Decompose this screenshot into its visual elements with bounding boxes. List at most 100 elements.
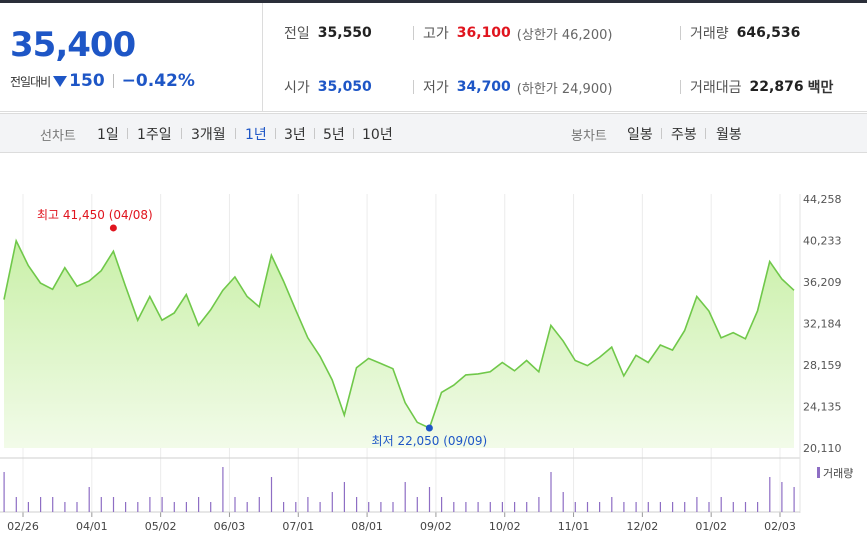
volume-bar <box>453 502 455 512</box>
volume-bar <box>757 502 759 512</box>
tab-divider <box>181 128 182 139</box>
x-axis-tick-label: 10/02 <box>489 520 521 533</box>
change-row: 전일대비 150 −0.42% <box>10 71 195 91</box>
volume-bar <box>40 497 42 512</box>
divider <box>413 80 414 94</box>
volume-bar <box>331 492 333 512</box>
open-value: 35,050 <box>317 79 372 95</box>
y-axis-tick-label: 44,258 <box>803 193 842 206</box>
volume-bar <box>210 502 212 512</box>
volume-bar <box>52 497 54 512</box>
down-triangle-icon <box>53 75 68 87</box>
prev-close-cell: 전일 35,550 <box>284 23 372 43</box>
volume-bar <box>586 502 589 512</box>
volume-bar <box>149 497 151 512</box>
volume-bar <box>416 497 418 512</box>
volume-bar <box>234 497 236 512</box>
volume-value: 646,536 <box>736 25 801 41</box>
tab-candle-weekly[interactable]: 주봉 <box>671 127 697 143</box>
tab-divider <box>353 128 354 139</box>
volume-bar <box>428 487 431 512</box>
open-cell: 시가 35,050 <box>284 77 372 97</box>
tab-divider <box>314 128 315 139</box>
volume-bar <box>88 487 90 512</box>
change-percent: −0.42% <box>121 71 195 91</box>
open-label: 시가 <box>284 80 310 96</box>
amount-value: 22,876 <box>749 79 804 95</box>
x-axis-tick-label: 12/02 <box>627 520 659 533</box>
tab-divider <box>235 128 236 139</box>
y-axis-tick-label: 24,135 <box>803 401 842 414</box>
tab-line-1y[interactable]: 1년 <box>245 127 267 143</box>
volume-bar <box>368 502 370 512</box>
price-area <box>4 240 794 448</box>
x-axis-tick-label: 11/01 <box>558 520 590 533</box>
volume-bar <box>307 497 309 512</box>
tab-divider <box>127 128 128 139</box>
high-label: 고가 <box>423 26 449 42</box>
volume-bar <box>574 502 576 512</box>
volume-bar <box>222 467 224 512</box>
tab-candle-daily[interactable]: 일봉 <box>627 127 653 143</box>
x-axis-tick-label: 07/01 <box>282 520 314 533</box>
lower-limit: (하한가 24,900) <box>516 81 613 97</box>
y-axis-tick-label: 20,110 <box>803 442 842 455</box>
tab-line-5y[interactable]: 5년 <box>323 127 345 143</box>
x-axis-tick-label: 05/02 <box>145 520 177 533</box>
change-divider <box>112 74 114 88</box>
volume-bar <box>672 502 674 512</box>
volume-legend-label: 거래량 <box>823 467 853 480</box>
volume-bar <box>708 502 710 512</box>
y-axis-tick-label: 32,184 <box>803 318 842 331</box>
min-annotation: 최저 22,050 (09/09) <box>372 434 488 448</box>
tab-line-3m[interactable]: 3개월 <box>191 127 226 143</box>
volume-bar <box>185 502 187 512</box>
divider <box>680 80 681 94</box>
price-line <box>3 238 795 430</box>
volume-bar <box>198 497 200 512</box>
volume-bar <box>125 502 127 512</box>
volume-bar <box>599 502 601 512</box>
volume-bar <box>100 497 102 512</box>
volume-bar <box>283 502 285 512</box>
volume-bar <box>3 472 5 512</box>
divider <box>680 26 681 40</box>
prev-close-value: 35,550 <box>317 25 372 41</box>
tab-candle-monthly[interactable]: 월봉 <box>716 127 742 143</box>
volume-bar <box>380 502 382 512</box>
x-axis-tick-label: 06/03 <box>214 520 246 533</box>
tab-line-1d[interactable]: 1일 <box>97 127 119 143</box>
x-axis-tick-label: 09/02 <box>420 520 452 533</box>
volume-bar <box>137 502 139 512</box>
volume-label: 거래량 <box>690 26 729 42</box>
volume-bar <box>356 497 358 512</box>
volume-bar <box>514 502 516 512</box>
chart-period-tabbar: 선차트 1일 1주일 3개월 1년 3년 5년 10년 봉차트 일봉 주봉 월봉 <box>0 113 867 153</box>
volume-bar <box>441 497 443 512</box>
volume-bar <box>392 502 394 512</box>
volume-bar <box>343 482 345 512</box>
amount-label: 거래대금 <box>690 80 742 96</box>
volume-bar <box>15 497 17 512</box>
tab-line-3y[interactable]: 3년 <box>284 127 306 143</box>
tab-line-10y[interactable]: 10년 <box>362 127 393 143</box>
volume-bar <box>465 502 467 512</box>
volume-bar <box>295 502 297 512</box>
low-label: 저가 <box>423 80 449 96</box>
volume-legend-icon <box>817 467 820 478</box>
volume-bar <box>550 472 552 512</box>
volume-bar <box>64 502 66 512</box>
max-annotation: 최고 41,450 (04/08) <box>37 208 153 222</box>
volume-bar <box>635 502 637 512</box>
y-axis-tick-label: 36,209 <box>803 276 842 289</box>
price-chart[interactable]: 44,258 40,233 36,209 32,184 28,159 24,135 20,1… <box>0 186 867 543</box>
x-axis-tick-label: 02/26 <box>7 520 39 533</box>
volume-bar <box>501 502 503 512</box>
price-box: 35,400 전일대비 150 −0.42% <box>0 3 263 111</box>
volume-bar <box>696 497 698 512</box>
amount-unit: 백만 <box>807 80 834 96</box>
min-marker <box>425 424 433 432</box>
tab-line-1w[interactable]: 1주일 <box>137 127 172 143</box>
volume-bar <box>526 502 528 512</box>
candle-chart-label: 봉차트 <box>571 129 607 144</box>
